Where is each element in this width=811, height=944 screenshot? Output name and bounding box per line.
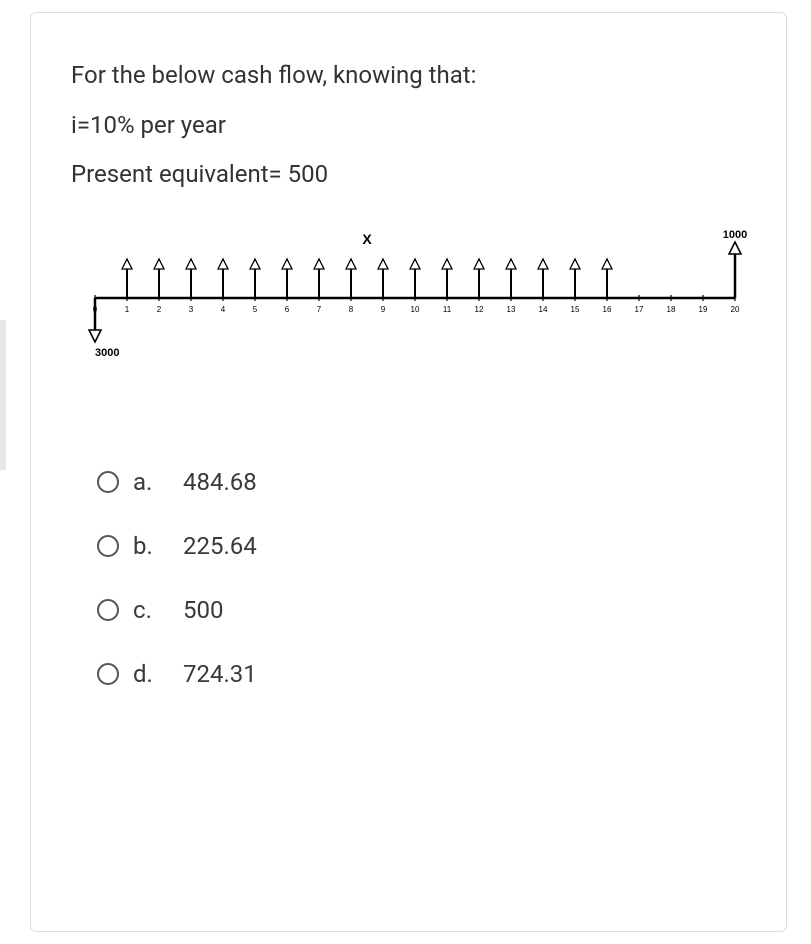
option-text: 484.68	[183, 468, 257, 496]
option-text: 500	[183, 596, 223, 624]
cash-flow-svg: 01234567891011121314151617181920X1000300…	[75, 226, 755, 366]
svg-text:2: 2	[157, 305, 162, 314]
radio-icon	[97, 599, 119, 621]
svg-text:12: 12	[475, 305, 484, 314]
svg-text:20: 20	[731, 305, 740, 314]
svg-text:10: 10	[411, 305, 420, 314]
answer-options: a. 484.68 b. 225.64 c. 500 d. 724.31	[71, 468, 746, 688]
svg-text:5: 5	[253, 305, 258, 314]
option-d[interactable]: d. 724.31	[97, 660, 746, 688]
scroll-indicator	[0, 320, 6, 470]
option-letter: b.	[133, 532, 163, 560]
svg-text:19: 19	[699, 305, 708, 314]
svg-text:14: 14	[539, 305, 548, 314]
cash-flow-diagram: 01234567891011121314151617181920X1000300…	[71, 218, 746, 378]
option-text: 724.31	[183, 660, 257, 688]
svg-text:17: 17	[635, 305, 644, 314]
option-a[interactable]: a. 484.68	[97, 468, 746, 496]
radio-icon	[97, 471, 119, 493]
svg-text:18: 18	[667, 305, 676, 314]
svg-text:13: 13	[507, 305, 516, 314]
svg-text:1: 1	[125, 305, 130, 314]
option-c[interactable]: c. 500	[97, 596, 746, 624]
stem-line-2: i=10% per year	[71, 103, 746, 149]
option-b[interactable]: b. 225.64	[97, 532, 746, 560]
svg-text:3: 3	[189, 305, 194, 314]
stem-line-3: Present equivalent= 500	[71, 152, 746, 198]
question-stem: For the below cash flow, knowing that: i…	[71, 53, 746, 198]
svg-text:6: 6	[285, 305, 290, 314]
svg-text:11: 11	[443, 305, 452, 314]
svg-text:8: 8	[349, 305, 354, 314]
option-letter: c.	[133, 596, 163, 624]
svg-text:X: X	[362, 231, 372, 247]
svg-text:15: 15	[571, 305, 580, 314]
option-letter: d.	[133, 660, 163, 688]
svg-text:1000: 1000	[723, 229, 747, 241]
radio-icon	[97, 663, 119, 685]
svg-text:9: 9	[381, 305, 386, 314]
svg-text:16: 16	[603, 305, 612, 314]
question-card: For the below cash flow, knowing that: i…	[30, 12, 787, 932]
option-text: 225.64	[183, 532, 257, 560]
svg-text:4: 4	[221, 305, 226, 314]
svg-text:7: 7	[317, 305, 322, 314]
radio-icon	[97, 535, 119, 557]
svg-text:3000: 3000	[95, 347, 119, 359]
stem-line-1: For the below cash flow, knowing that:	[71, 53, 746, 99]
option-letter: a.	[133, 468, 163, 496]
